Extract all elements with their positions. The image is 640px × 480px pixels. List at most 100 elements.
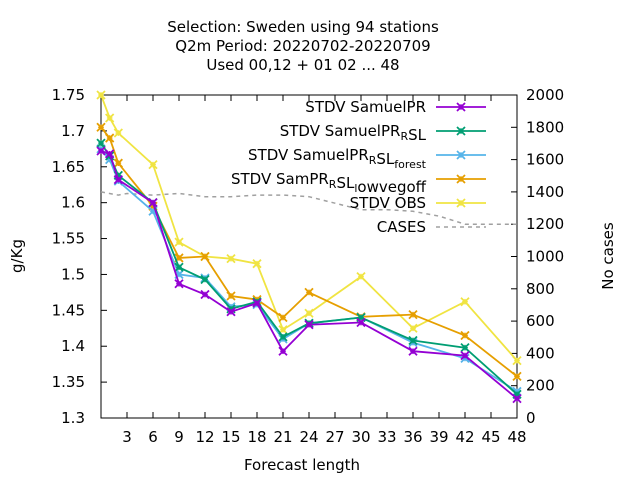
series-5: [100, 191, 517, 225]
y2-tick-label: 200: [526, 377, 555, 395]
data-point: [113, 128, 123, 138]
data-point: [105, 133, 115, 143]
y2-tick-label: 1800: [526, 118, 564, 136]
y-axis: 1.3 1.35 1.4 1.45 1.5 1.55 1.6 1.65 1.7 1.75: [52, 86, 107, 427]
series-3: [96, 122, 522, 382]
x-tick-label: 24: [299, 428, 318, 446]
y2-tick-label: 1400: [526, 183, 564, 201]
data-point: [408, 335, 418, 346]
legend-label-part: CASES: [377, 218, 426, 236]
data-point: [252, 298, 262, 308]
legend-label-part: STDV SamuelPR: [305, 98, 426, 116]
legend-label: STDV SamPRRSLlowvegoff: [231, 170, 427, 196]
y-tick-label: 1.35: [52, 373, 85, 391]
data-point: [148, 198, 158, 208]
legend-label-part: R: [400, 130, 408, 143]
data-point: [226, 307, 236, 317]
data-point: [408, 346, 418, 356]
legend-label: STDV SamuelPRRSL: [280, 122, 427, 144]
legend-label-part: R: [329, 178, 337, 191]
x-tick-label: 3: [122, 428, 132, 446]
legend-entry-3: STDV SamPRRSLlowvegoff: [231, 170, 486, 196]
y-tick-label: 1.65: [52, 158, 85, 176]
data-point: [512, 371, 522, 382]
y-tick-label: 1.7: [61, 122, 85, 140]
legend-label: CASES: [377, 218, 426, 236]
legend-marker: [456, 198, 466, 208]
title-line-3: Used 00,12 + 01 02 ... 48: [206, 56, 399, 74]
chart-title: Selection: Sweden using 94 stations Q2m …: [167, 18, 439, 74]
legend-label: STDV OBS: [350, 194, 426, 212]
legend-label-part: SL: [376, 150, 395, 168]
data-point: [356, 317, 366, 328]
data-point: [304, 287, 314, 298]
plot-frame: [100, 94, 518, 419]
data-point: [200, 274, 210, 285]
y2-axis: 0 200 400 600 800 1000 1200 1400 1600 1800 2000: [511, 86, 564, 427]
title-line-1: Selection: Sweden using 94 stations: [167, 18, 439, 36]
data-point: [304, 320, 314, 330]
x-tick-label: 27: [325, 428, 344, 446]
plot-border: [100, 94, 518, 419]
title-line-2: Q2m Period: 20220702-20220709: [175, 37, 430, 55]
x-tick-label: 45: [481, 428, 500, 446]
y2-tick-label: 400: [526, 344, 555, 362]
data-point: [226, 254, 236, 264]
data-point: [408, 310, 418, 320]
x-tick-label: 42: [455, 428, 474, 446]
data-point: [512, 393, 522, 404]
x-tick-label: 6: [148, 428, 158, 446]
y2-tick-label: 1200: [526, 215, 564, 233]
legend-label-part: SL: [336, 174, 355, 192]
legend-label-part: STDV SamPR: [231, 170, 329, 188]
x-tick-label: 12: [195, 428, 214, 446]
legend-label-part: owvegoff: [357, 178, 426, 196]
y-tick-label: 1.55: [52, 230, 85, 248]
data-point: [105, 149, 115, 159]
plot-series: [96, 90, 522, 404]
series-line: [100, 94, 518, 362]
legend-label-part: forest: [394, 158, 426, 171]
data-point: [200, 289, 210, 300]
x-tick-label: 15: [221, 428, 240, 446]
series-line: [100, 150, 518, 400]
legend-entry-2: STDV SamuelPRRSLforest: [248, 146, 486, 171]
y2-axis-label: No cases: [599, 222, 617, 290]
data-point: [96, 138, 106, 148]
series-line: [100, 126, 518, 378]
series-line: [100, 191, 517, 225]
series-4: [96, 90, 522, 366]
legend-entry-0: STDV SamuelPR: [305, 98, 486, 116]
data-point: [96, 90, 106, 100]
legend-label-part: R: [369, 154, 377, 167]
data-point: [174, 279, 184, 289]
x-tick-label: 36: [403, 428, 422, 446]
y-tick-label: 1.4: [61, 337, 85, 355]
legend-marker: [456, 150, 466, 160]
x-tick-label: 9: [174, 428, 184, 446]
series-line: [100, 142, 518, 395]
data-point: [460, 350, 470, 361]
legend-label-part: STDV SamuelPR: [248, 146, 369, 164]
y2-tick-label: 2000: [526, 86, 564, 104]
legend-entry-1: STDV SamuelPRRSL: [280, 122, 486, 144]
y-tick-label: 1.5: [61, 265, 85, 283]
series-0: [96, 146, 522, 404]
data-point: [226, 291, 236, 301]
data-point: [252, 259, 262, 269]
data-point: [278, 312, 288, 323]
legend-marker: [456, 126, 466, 136]
y2-tick-label: 0: [526, 409, 536, 427]
data-point: [460, 343, 470, 353]
y2-tick-label: 1000: [526, 248, 564, 266]
x-tick-label: 48: [507, 428, 526, 446]
x-tick-label: 30: [351, 428, 370, 446]
x-tick-label: 39: [429, 428, 448, 446]
data-point: [174, 262, 184, 272]
x-tick-label: 21: [273, 428, 292, 446]
data-point: [105, 113, 115, 123]
y-tick-label: 1.45: [52, 301, 85, 319]
data-point: [304, 308, 314, 318]
data-point: [512, 355, 522, 366]
data-point: [200, 251, 210, 262]
